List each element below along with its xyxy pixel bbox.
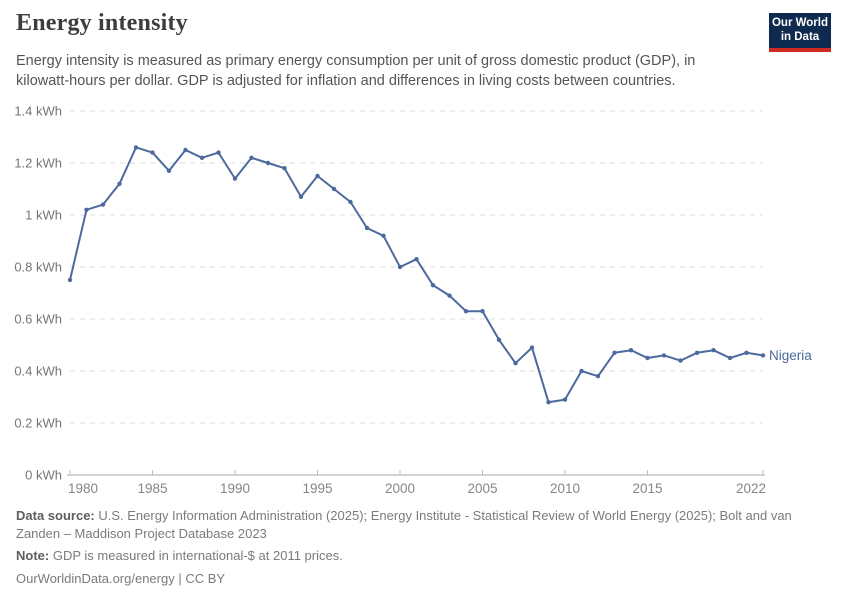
data-point [183, 147, 188, 153]
data-point [744, 350, 749, 355]
data-point [282, 166, 287, 171]
x-tick-label: 1995 [302, 481, 332, 496]
data-point [166, 168, 172, 173]
series-end-label: Nigeria [769, 348, 812, 363]
data-point [628, 348, 634, 353]
data-point [562, 397, 568, 402]
data-point [381, 233, 386, 238]
data-source-label: Data source: [16, 508, 95, 523]
x-tick-label: 2010 [550, 481, 580, 496]
y-tick-label: 0.6 kWh [14, 312, 62, 327]
data-point [760, 353, 766, 358]
chart-subtitle: Energy intensity is measured as primary … [16, 53, 696, 89]
y-tick-label: 0.8 kWh [14, 260, 62, 275]
y-tick-label: 0.2 kWh [14, 416, 62, 431]
owid-logo: Our World in Data [769, 13, 831, 53]
note-line: Note: GDP is measured in international-$… [16, 547, 830, 565]
data-point [84, 207, 89, 212]
data-point [265, 160, 271, 166]
chart-footer: Data source: U.S. Energy Information Adm… [16, 507, 830, 592]
data-point [430, 283, 436, 288]
data-line [69, 146, 764, 404]
data-point [546, 400, 551, 405]
data-point [331, 186, 337, 192]
y-tick-label: 1.2 kWh [14, 156, 62, 171]
data-point [364, 225, 370, 231]
data-point [298, 194, 304, 199]
data-point [595, 374, 601, 379]
data-point [529, 345, 535, 350]
data-point [150, 150, 155, 155]
data-point [216, 150, 221, 155]
x-tick-label: 2015 [632, 481, 662, 496]
data-point [315, 173, 320, 179]
data-point [348, 199, 353, 205]
data-point [579, 368, 584, 374]
data-point [711, 348, 716, 353]
data-point [67, 277, 73, 283]
x-tick-label: 1980 [68, 481, 98, 496]
note-label: Note: [16, 548, 50, 564]
data-point [397, 264, 403, 270]
data-point [447, 293, 452, 298]
data-point [678, 358, 683, 363]
note-text: GDP is measured in international-$ at 20… [49, 548, 343, 564]
data-point [100, 202, 106, 207]
owid-logo-line1: Our World [771, 17, 828, 29]
data-source-line: Data source: U.S. Energy Information Adm… [16, 507, 830, 542]
data-point [612, 350, 617, 355]
data-point [496, 337, 502, 342]
y-tick-label: 0 kWh [25, 468, 62, 483]
page-title: Energy intensity [16, 10, 188, 36]
data-point [513, 361, 518, 366]
data-point [727, 355, 733, 361]
x-tick-label: 1990 [220, 481, 250, 496]
data-point [133, 145, 139, 150]
line-chart: 0 kWh 0.2 kWh 0.4 kWh 0.6 kWh 0.8 kWh 1 kWh 1.… [14, 104, 812, 497]
data-point [645, 355, 650, 361]
data-point [694, 350, 700, 355]
data-point [232, 176, 238, 181]
x-tick-label: 2000 [385, 481, 415, 496]
y-tick-label: 0.4 kWh [14, 364, 62, 379]
data-source-text: U.S. Energy Information Administration (… [16, 508, 792, 541]
data-point [661, 353, 667, 358]
y-tick-label: 1.4 kWh [14, 104, 62, 119]
data-point [199, 155, 205, 160]
data-point [414, 257, 419, 262]
data-point [249, 155, 254, 160]
data-point [463, 309, 469, 314]
owid-logo-line2: in Data [780, 31, 820, 44]
data-point [117, 181, 122, 186]
data-point [480, 309, 485, 314]
x-tick-label: 1985 [137, 481, 167, 496]
x-tick-label: 2022 [736, 481, 766, 496]
x-tick-label: 2005 [467, 481, 497, 496]
license-line: OurWorldinData.org/energy | CC BY [16, 570, 226, 586]
y-tick-label: 1 kWh [25, 208, 62, 223]
